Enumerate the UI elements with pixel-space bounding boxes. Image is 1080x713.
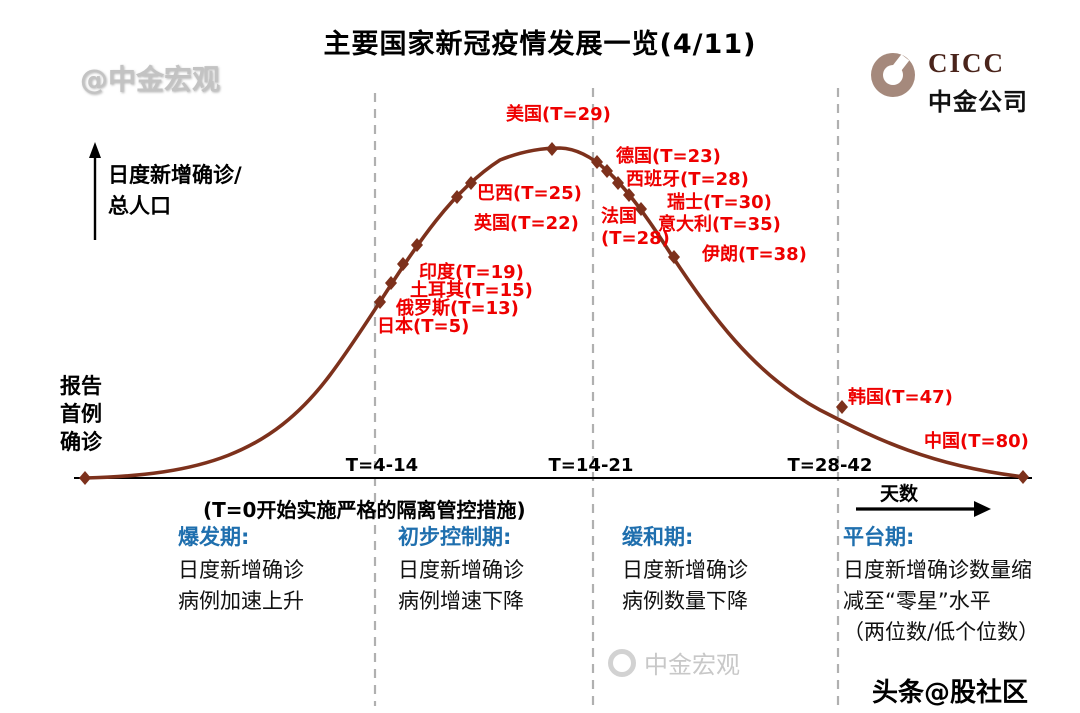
data-point-diamond — [591, 155, 603, 169]
days-arrow-icon — [856, 501, 991, 517]
data-point-diamond — [612, 176, 624, 190]
chart-title: 主要国家新冠疫情发展一览(4/11) — [323, 29, 757, 60]
phase-desc-initial-control-2: 病例增速下降 — [398, 589, 524, 613]
x-axis-tick-1: T=4-14 — [345, 455, 419, 476]
phase-desc-plateau-1: 日度新增确诊数量缩 — [843, 558, 1032, 582]
data-point-diamond — [385, 276, 397, 290]
data-point-diamond — [397, 257, 409, 271]
phase-column-plateau: 平台期: 日度新增确诊数量缩 减至“零星”水平 （两位数/低个位数） — [843, 522, 1039, 648]
phase-name-outbreak: 爆发期: — [178, 525, 250, 549]
phase-name-initial-control: 初步控制期: — [398, 525, 512, 549]
phase-desc-plateau-2: 减至“零星”水平 — [843, 589, 991, 613]
phase-desc-easing-1: 日度新增确诊 — [622, 558, 748, 582]
stage-divider-lines — [373, 88, 840, 706]
cicc-logo: CICC 中金公司 — [868, 50, 1028, 117]
phase-desc-outbreak-2: 病例加速上升 — [178, 589, 304, 613]
origin-label: 报告 首例 确诊 — [60, 374, 102, 454]
country-label-china: 中国(T=80) — [924, 431, 1029, 452]
watermark-top-left: @中金宏观 — [80, 63, 221, 96]
data-point-diamond — [623, 188, 635, 202]
phase-column-easing: 缓和期: 日度新增确诊 病例数量下降 — [622, 522, 748, 617]
data-point-diamond — [635, 202, 647, 216]
data-point-diamond — [465, 176, 477, 190]
country-label-japan: 日本(T=5) — [377, 316, 470, 337]
country-label-uk: 英国(T=22) — [474, 213, 579, 234]
watermark-bottom-text: 中金宏观 — [644, 651, 740, 679]
logo-company: 中金公司 — [928, 88, 1028, 116]
country-label-india: 印度(T=19) — [419, 262, 524, 283]
phase-desc-plateau-3: （两位数/低个位数） — [843, 620, 1040, 644]
phase-name-easing: 缓和期: — [622, 525, 694, 549]
cicc-logo-icon — [871, 53, 915, 97]
data-point-diamond — [1017, 470, 1029, 484]
logo-name: CICC — [928, 48, 1006, 78]
country-label-turkey: 土耳其(T=15) — [410, 280, 533, 301]
country-label-brazil: 巴西(T=25) — [477, 183, 582, 204]
phase-desc-easing-2: 病例数量下降 — [622, 589, 748, 613]
y-axis-arrow-icon — [89, 142, 101, 240]
country-label-usa: 美国(T=29) — [506, 104, 611, 125]
data-point-markers — [79, 142, 1029, 485]
x-axis-tick-2: T=14-21 — [548, 455, 634, 476]
cicc-logo-text: CICC 中金公司 — [928, 50, 1028, 117]
data-point-diamond — [451, 190, 463, 204]
phase-desc-initial-control-1: 日度新增确诊 — [398, 558, 524, 582]
data-point-diamond — [411, 238, 423, 252]
data-point-diamond — [836, 400, 848, 414]
country-label-germany: 德国(T=23) — [616, 146, 721, 167]
data-point-diamond — [601, 164, 613, 178]
country-label-russia: 俄罗斯(T=13) — [396, 298, 519, 319]
x-axis-tick-3: T=28-42 — [787, 455, 873, 476]
country-label-south-korea: 韩国(T=47) — [848, 387, 953, 408]
x-axis-days-label: 天数 — [880, 483, 919, 505]
data-point-diamond — [79, 471, 91, 485]
country-label-italy: 意大利(T=35) — [658, 214, 781, 235]
credit-bottom-right: 头条@股社区 — [872, 678, 1029, 708]
phase-column-outbreak: 爆发期: 日度新增确诊 病例加速上升 — [178, 522, 304, 617]
data-point-diamond — [374, 295, 386, 309]
data-point-diamond — [668, 250, 680, 264]
country-label-switzerland: 瑞士(T=30) — [667, 192, 772, 213]
phase-desc-outbreak-1: 日度新增确诊 — [178, 558, 304, 582]
data-point-diamond — [546, 142, 558, 156]
y-axis-label: 日度新增确诊/ 总人口 — [108, 163, 242, 218]
country-label-spain: 西班牙(T=28) — [626, 169, 749, 190]
phase-name-plateau: 平台期: — [843, 525, 915, 549]
phase-column-initial-control: 初步控制期: 日度新增确诊 病例增速下降 — [398, 522, 524, 617]
country-label-iran: 伊朗(T=38) — [702, 244, 807, 265]
country-label-france: 法国 (T=28) — [601, 206, 670, 249]
watermark-ring-icon — [608, 648, 636, 677]
watermark-bottom-center: 中金宏观 — [608, 645, 740, 680]
epidemic-bell-curve — [83, 146, 1027, 480]
x-axis-note: (T=0开始实施严格的隔离管控措施) — [203, 498, 526, 522]
